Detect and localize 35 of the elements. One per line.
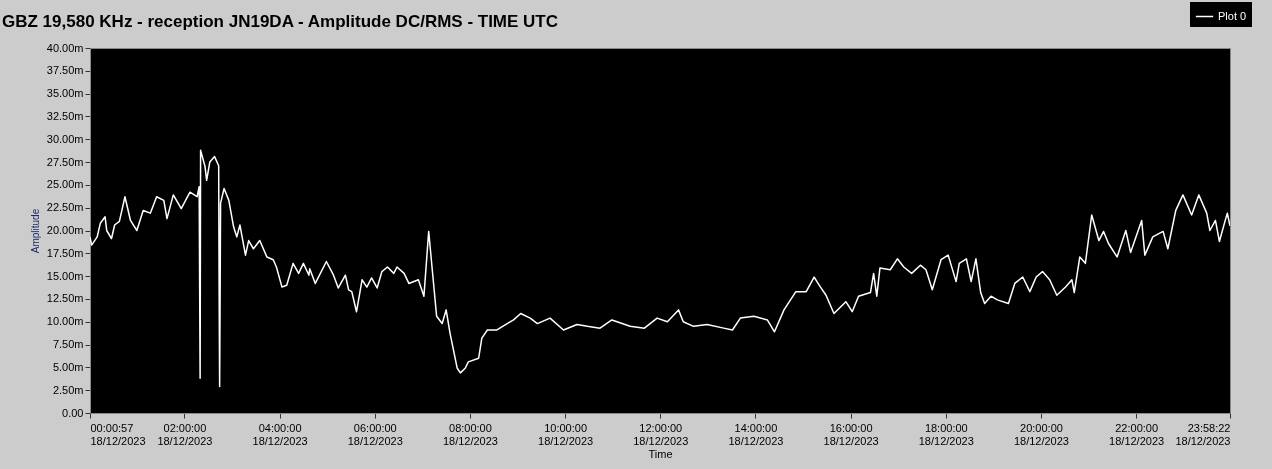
x-tick-label: 20:00:00 18/12/2023 <box>1013 421 1069 447</box>
y-tick-label: 27.50m <box>46 155 84 168</box>
y-tick-label: 17.50m <box>46 246 84 259</box>
x-tick-label: 14:00:00 18/12/2023 <box>728 421 784 447</box>
y-tick-label: 5.00m <box>52 360 84 373</box>
y-tick-label: 2.50m <box>52 383 84 396</box>
y-tick-label: 15.00m <box>46 269 84 282</box>
y-tick-label: 40.00m <box>46 41 84 54</box>
x-tick-label: 00:00:57 18/12/2023 <box>90 421 146 447</box>
legend-label: Plot 0 <box>1218 9 1247 22</box>
y-tick-label: 37.50m <box>46 64 84 77</box>
x-tick-label: 08:00:00 18/12/2023 <box>442 421 498 447</box>
y-tick-label: 35.00m <box>46 87 84 100</box>
y-tick-label: 10.00m <box>46 315 84 328</box>
x-tick-label: 06:00:00 18/12/2023 <box>347 421 403 447</box>
y-tick-label: 32.50m <box>46 109 84 122</box>
x-tick-label: 04:00:00 18/12/2023 <box>252 421 308 447</box>
y-tick-label: 20.00m <box>46 224 84 236</box>
chart-title: GBZ 19,580 KHz - reception JN19DA - Amplitude DC/RMS - TIME UTC <box>2 12 559 31</box>
x-tick-label: 10:00:00 18/12/2023 <box>538 421 594 447</box>
x-tick-label: 18:00:00 18/12/2023 <box>918 421 974 447</box>
y-tick-label: 7.50m <box>52 338 84 351</box>
x-tick-label: 23:58:22 18/12/2023 <box>1175 421 1231 447</box>
x-tick-label: 02:00:00 18/12/2023 <box>157 421 213 447</box>
x-tick-label: 16:00:00 18/12/2023 <box>823 421 879 447</box>
x-tick-label: 22:00:00 18/12/2023 <box>1109 421 1165 447</box>
y-tick-label: 12.50m <box>46 292 84 305</box>
y-tick-label: 0.00 <box>62 406 84 419</box>
y-axis-title: Amplitude <box>29 208 41 254</box>
y-tick-label: 30.00m <box>46 132 84 145</box>
y-tick-label: 22.50m <box>46 201 84 214</box>
x-tick-label: 12:00:00 18/12/2023 <box>633 421 689 447</box>
x-axis-title: Time <box>648 447 673 460</box>
y-tick-label: 25.00m <box>46 178 84 191</box>
line-series <box>90 149 1230 388</box>
